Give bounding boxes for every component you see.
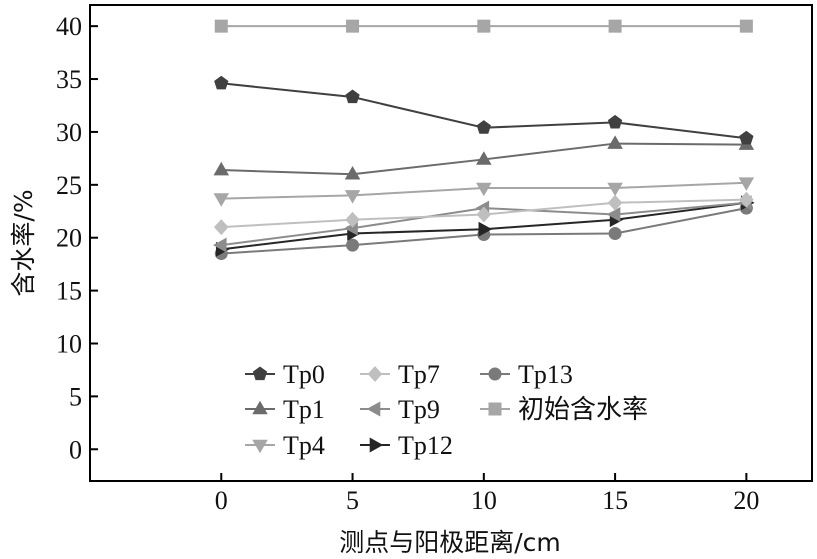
legend-marker	[367, 366, 383, 382]
data-point	[478, 221, 493, 237]
data-point	[346, 238, 360, 252]
data-point	[607, 194, 623, 211]
legend-marker	[252, 366, 268, 381]
y-axis-title: 含水率/%	[9, 189, 38, 296]
data-point	[476, 151, 492, 165]
series-tp9	[213, 195, 752, 253]
data-point	[608, 19, 622, 33]
x-axis: 0 5 10 15 20	[215, 473, 759, 515]
series-initial	[214, 19, 753, 33]
data-point	[738, 177, 755, 191]
x-tick-label: 0	[215, 486, 228, 515]
data-point	[213, 237, 227, 253]
data-point	[344, 166, 361, 180]
data-point	[607, 182, 623, 197]
data-point	[345, 89, 360, 104]
data-point	[214, 19, 228, 33]
y-tick-label: 10	[56, 329, 82, 358]
series-tp1	[213, 135, 755, 180]
y-tick-label: 30	[56, 118, 82, 147]
legend-marker	[366, 401, 381, 417]
legend-item: Tp4	[245, 431, 325, 460]
legend-label: Tp13	[518, 360, 573, 389]
series-tp0	[214, 75, 754, 145]
legend-item: 初始含水率	[480, 395, 648, 424]
legend-marker	[252, 439, 268, 454]
data-point	[739, 130, 754, 145]
data-point	[476, 206, 492, 223]
y-tick-label: 20	[56, 224, 82, 253]
legend-label: Tp7	[398, 360, 440, 389]
data-point	[739, 19, 753, 33]
legend-marker	[488, 367, 502, 381]
legend-item: Tp9	[360, 395, 440, 424]
y-tick-label: 35	[56, 65, 82, 94]
x-axis-title: 测点与阳极距离/cm	[339, 528, 561, 557]
data-point	[213, 193, 230, 207]
plot-frame	[89, 4, 813, 482]
data-point	[476, 120, 491, 134]
x-tick-label: 15	[602, 486, 628, 515]
data-point	[607, 114, 623, 129]
legend-item: Tp13	[480, 360, 573, 389]
legend-label: Tp12	[398, 431, 453, 460]
data-point	[477, 19, 491, 33]
data-point	[345, 211, 360, 228]
legend: Tp0 Tp1 Tp4 Tp7 Tp9 Tp12 Tp13 初始含水率	[245, 360, 648, 460]
legend-marker	[252, 400, 268, 415]
legend-item: Tp1	[245, 395, 325, 424]
x-tick-label: 10	[471, 486, 497, 515]
legend-label: Tp1	[283, 395, 325, 424]
data-point	[476, 182, 492, 197]
legend-marker	[488, 402, 502, 416]
legend-marker	[369, 437, 384, 453]
data-point	[214, 75, 229, 90]
x-tick-label: 20	[733, 486, 759, 515]
y-tick-label: 0	[69, 435, 82, 464]
data-point	[606, 206, 621, 222]
legend-item: Tp0	[245, 360, 325, 389]
data-point	[344, 190, 361, 204]
y-axis: 0 5 10 15 20 25 30 35 40	[56, 12, 98, 464]
data-point	[213, 219, 229, 236]
x-tick-label: 5	[346, 486, 359, 515]
data-point	[213, 161, 230, 176]
series-tp4	[213, 177, 755, 207]
series-layer	[213, 19, 755, 261]
legend-label: Tp0	[283, 360, 325, 389]
y-tick-label: 40	[56, 12, 82, 41]
y-tick-label: 25	[56, 171, 82, 200]
data-point	[346, 19, 360, 33]
y-tick-label: 5	[69, 382, 82, 411]
legend-label: 初始含水率	[518, 395, 648, 424]
legend-label: Tp9	[398, 395, 440, 424]
series-tp7	[213, 191, 754, 236]
data-point	[608, 226, 622, 240]
legend-label: Tp4	[283, 431, 325, 460]
legend-item: Tp7	[360, 360, 440, 389]
data-point	[607, 135, 623, 149]
data-point	[739, 191, 754, 208]
legend-item: Tp12	[360, 431, 453, 460]
y-tick-label: 15	[56, 277, 82, 306]
